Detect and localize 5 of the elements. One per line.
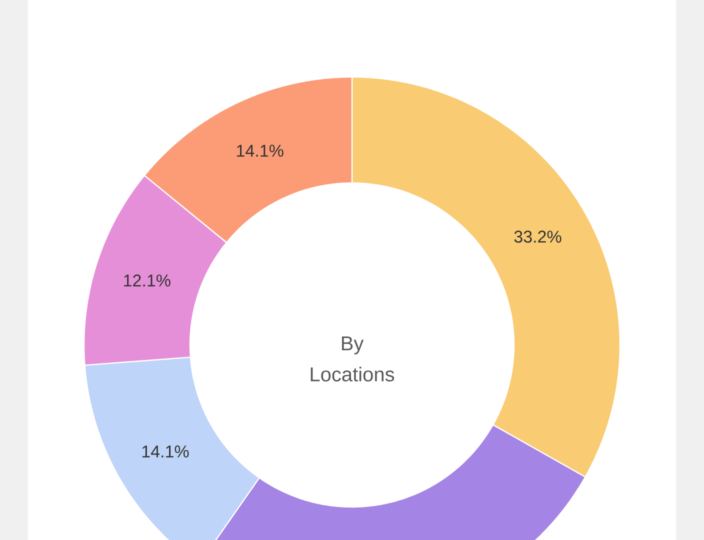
text: By Locations — [310, 336, 394, 382]
data-label: 12.1% — [124, 274, 170, 286]
data-label: 14.1% — [237, 144, 284, 157]
data-label: 14.1% — [142, 446, 189, 458]
data-label: 33.2% — [514, 230, 562, 243]
